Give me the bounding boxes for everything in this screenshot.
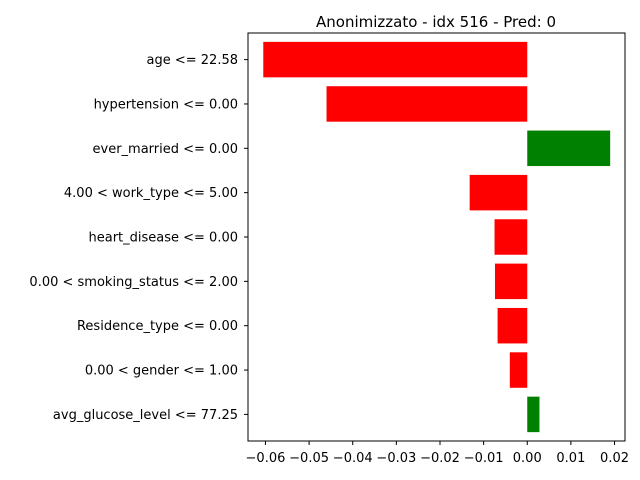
y-tick-label: ever_married <= 0.00	[93, 142, 238, 157]
y-tick-label: hypertension <= 0.00	[94, 97, 238, 112]
x-tick-label: 0.01	[556, 451, 585, 466]
x-tick-label: −0.02	[420, 451, 460, 466]
y-tick-label: 0.00 < gender <= 1.00	[85, 364, 238, 379]
plot-frame	[247, 32, 626, 442]
bar	[509, 352, 528, 388]
x-tick-label: −0.01	[464, 451, 504, 466]
y-ticks-group: age <= 22.58 hypertension <= 0.00 ever_mar…	[29, 53, 248, 423]
bar	[527, 396, 540, 433]
bar	[494, 219, 528, 255]
x-tick-label: 0.02	[600, 451, 629, 466]
y-tick-label: age <= 22.58	[147, 53, 238, 68]
x-tick-label: −0.06	[246, 451, 286, 466]
x-ticks-group: −0.06 −0.05 −0.04 −0.03 −0.02 −0.01 0.00 0.01 0.…	[246, 441, 629, 466]
bar	[497, 307, 528, 344]
x-tick-label: 0.00	[513, 451, 542, 466]
chart-title: Anonimizzato - idx 516 - Pred: 0	[316, 13, 556, 31]
bar	[263, 41, 528, 78]
bar	[469, 174, 528, 211]
bars-group	[263, 41, 611, 433]
bar	[527, 130, 611, 167]
bar	[494, 263, 528, 300]
y-tick-label: heart_disease <= 0.00	[88, 231, 238, 246]
y-tick-label: 4.00 < work_type <= 5.00	[64, 186, 238, 201]
y-tick-label: 0.00 < smoking_status <= 2.00	[29, 275, 238, 290]
bar	[326, 86, 528, 122]
y-tick-label: avg_glucose_level <= 77.25	[53, 408, 238, 423]
y-tick-label: Residence_type <= 0.00	[77, 319, 238, 334]
x-tick-label: −0.05	[289, 451, 329, 466]
x-tick-label: −0.04	[333, 451, 373, 466]
x-tick-label: −0.03	[376, 451, 416, 466]
